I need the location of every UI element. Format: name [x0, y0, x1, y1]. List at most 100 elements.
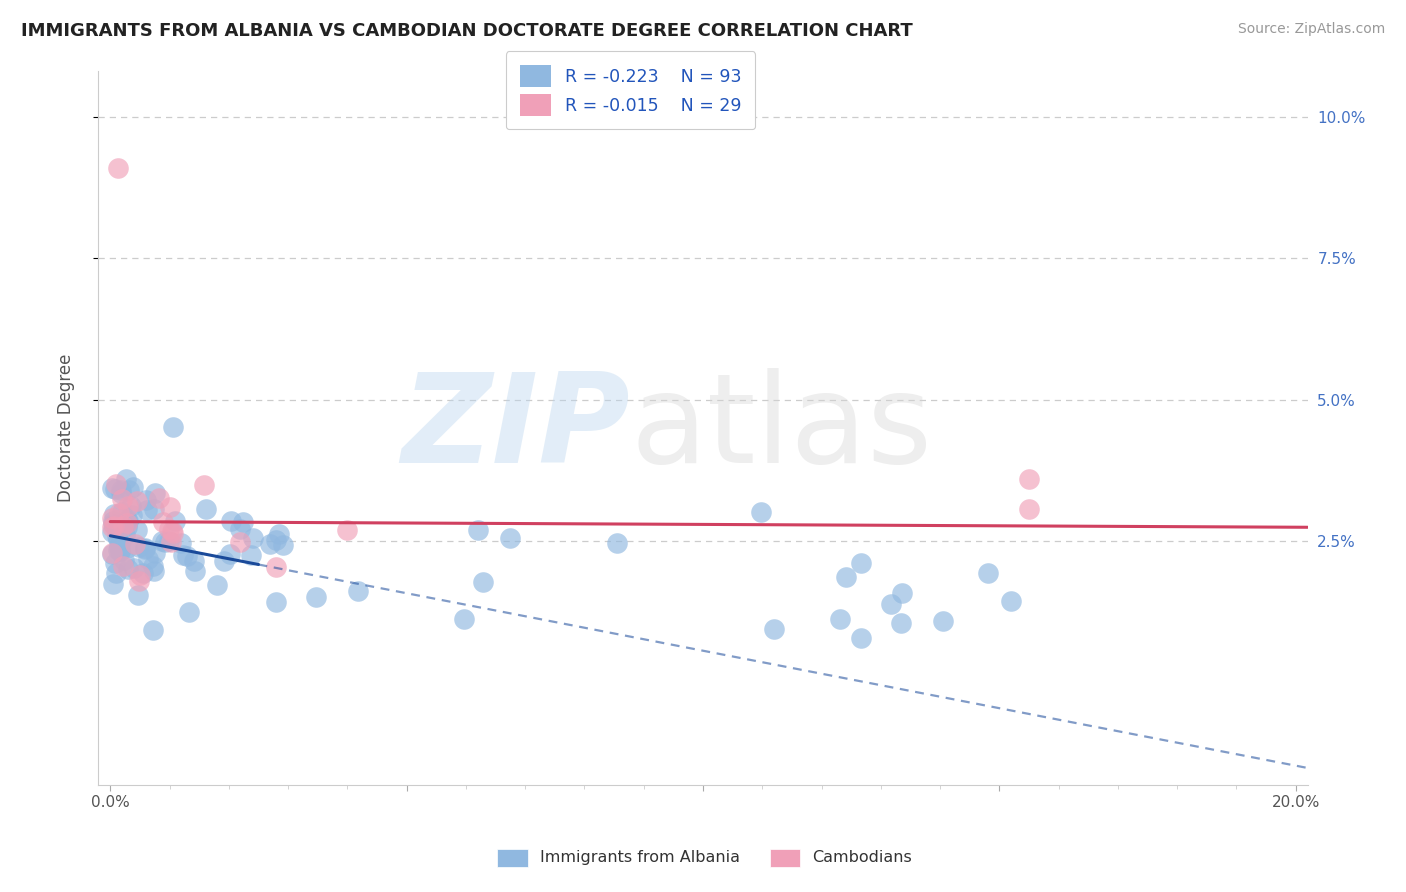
Point	[135, 492, 157, 507]
Point	[107, 161, 129, 175]
Point	[336, 523, 359, 537]
Point	[162, 420, 184, 434]
Point	[163, 514, 186, 528]
Point	[108, 544, 131, 558]
Point	[115, 541, 138, 555]
Point	[105, 524, 128, 538]
Point	[271, 538, 294, 552]
Point	[170, 535, 193, 549]
Point	[890, 586, 912, 600]
FancyBboxPatch shape	[769, 849, 800, 867]
Point	[162, 524, 184, 538]
Point	[157, 533, 180, 548]
Point	[229, 534, 252, 549]
Point	[110, 505, 132, 519]
Point	[266, 595, 288, 609]
Point	[128, 574, 150, 589]
Point	[183, 553, 205, 567]
Point	[1000, 594, 1022, 608]
Point	[880, 598, 903, 612]
Point	[115, 519, 138, 533]
Point	[152, 515, 174, 529]
Text: atlas: atlas	[630, 368, 932, 489]
Point	[184, 564, 207, 578]
Point	[134, 541, 156, 555]
Point	[125, 494, 148, 508]
Point	[131, 566, 153, 580]
Point	[101, 510, 124, 524]
Point	[606, 536, 628, 550]
Point	[828, 612, 851, 626]
Point	[104, 482, 127, 496]
Point	[134, 541, 156, 556]
Text: ZIP: ZIP	[402, 368, 630, 489]
Point	[205, 578, 228, 592]
Point	[157, 522, 180, 536]
Point	[890, 616, 912, 631]
Point	[101, 520, 124, 534]
Point	[240, 548, 263, 562]
Point	[143, 546, 166, 560]
Point	[172, 548, 194, 562]
Point	[107, 543, 129, 558]
Point	[101, 517, 124, 532]
Point	[242, 531, 264, 545]
Point	[120, 500, 142, 514]
Point	[101, 577, 124, 591]
Point	[107, 529, 129, 543]
Point	[498, 532, 520, 546]
Point	[114, 527, 136, 541]
Point	[977, 566, 1000, 581]
Point	[218, 547, 240, 561]
Point	[115, 472, 138, 486]
Point	[110, 483, 132, 497]
Point	[176, 549, 198, 563]
Point	[219, 514, 242, 528]
Point	[107, 506, 129, 520]
Text: Immigrants from Albania: Immigrants from Albania	[540, 850, 740, 865]
Point	[136, 502, 159, 516]
Point	[763, 622, 786, 636]
Point	[153, 534, 176, 549]
Point	[101, 547, 124, 561]
Point	[128, 541, 150, 555]
Point	[111, 559, 134, 574]
Point	[103, 507, 125, 521]
Point	[115, 516, 138, 531]
Point	[121, 480, 143, 494]
Point	[101, 546, 124, 560]
Text: Source: ZipAtlas.com: Source: ZipAtlas.com	[1237, 22, 1385, 37]
Point	[103, 518, 125, 533]
Point	[103, 514, 125, 528]
Point	[142, 502, 165, 516]
Point	[117, 499, 139, 513]
Text: IMMIGRANTS FROM ALBANIA VS CAMBODIAN DOCTORATE DEGREE CORRELATION CHART: IMMIGRANTS FROM ALBANIA VS CAMBODIAN DOC…	[21, 22, 912, 40]
Point	[148, 491, 170, 506]
Point	[118, 483, 141, 498]
Point	[104, 557, 127, 571]
Point	[108, 544, 131, 558]
Point	[1018, 472, 1040, 486]
Point	[101, 525, 124, 540]
Point	[142, 559, 165, 574]
Point	[117, 513, 139, 527]
Point	[259, 537, 281, 551]
Text: Cambodians: Cambodians	[811, 850, 911, 865]
Point	[232, 516, 254, 530]
Point	[105, 566, 128, 580]
Point	[159, 534, 181, 549]
Point	[101, 481, 124, 495]
Y-axis label: Doctorate Degree: Doctorate Degree	[56, 354, 75, 502]
Point	[136, 552, 159, 566]
FancyBboxPatch shape	[498, 849, 527, 867]
Point	[122, 561, 145, 575]
Point	[932, 614, 955, 628]
Point	[111, 491, 134, 506]
Point	[111, 519, 134, 533]
Point	[117, 514, 139, 528]
Point	[107, 532, 129, 546]
Point	[108, 540, 131, 554]
Point	[142, 623, 165, 637]
Point	[150, 533, 173, 548]
Point	[229, 522, 252, 536]
